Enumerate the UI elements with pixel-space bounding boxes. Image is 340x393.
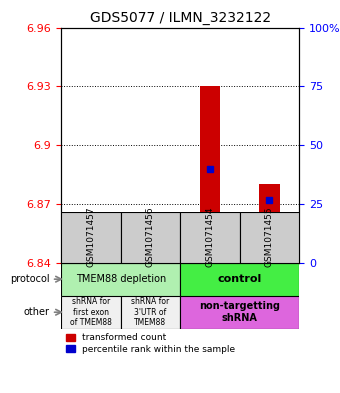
Text: GSM1071457: GSM1071457 [86, 207, 96, 267]
FancyBboxPatch shape [121, 296, 180, 329]
FancyBboxPatch shape [180, 263, 299, 296]
Legend: transformed count, percentile rank within the sample: transformed count, percentile rank withi… [66, 333, 235, 354]
Text: TMEM88 depletion: TMEM88 depletion [75, 274, 166, 284]
FancyBboxPatch shape [180, 211, 240, 263]
Title: GDS5077 / ILMN_3232122: GDS5077 / ILMN_3232122 [90, 11, 271, 25]
Text: GSM1071454: GSM1071454 [205, 207, 215, 267]
Bar [200, 86, 220, 263]
FancyBboxPatch shape [121, 211, 180, 263]
Bar [81, 253, 101, 263]
FancyBboxPatch shape [240, 211, 299, 263]
Text: GSM1071455: GSM1071455 [265, 207, 274, 267]
FancyBboxPatch shape [61, 263, 180, 296]
FancyBboxPatch shape [61, 211, 121, 263]
FancyBboxPatch shape [180, 296, 299, 329]
Text: non-targetting
shRNA: non-targetting shRNA [199, 301, 280, 323]
Text: protocol: protocol [10, 274, 49, 284]
Text: other: other [23, 307, 49, 317]
Text: GSM1071456: GSM1071456 [146, 207, 155, 267]
Bar [259, 184, 280, 263]
Text: shRNA for
first exon
of TMEM88: shRNA for first exon of TMEM88 [70, 298, 112, 327]
Text: shRNA for
3'UTR of
TMEM88: shRNA for 3'UTR of TMEM88 [131, 298, 170, 327]
Text: control: control [218, 274, 262, 284]
Bar [140, 253, 161, 263]
FancyBboxPatch shape [61, 296, 121, 329]
